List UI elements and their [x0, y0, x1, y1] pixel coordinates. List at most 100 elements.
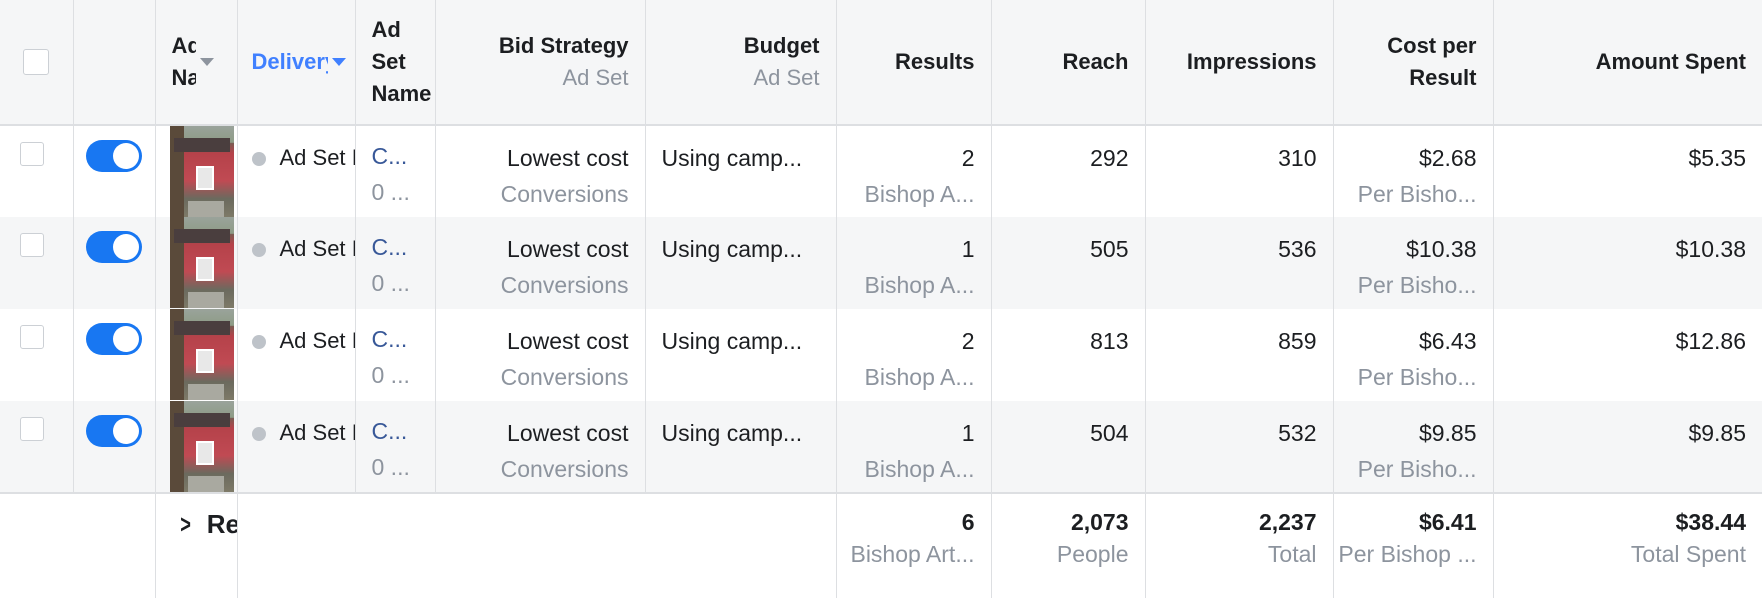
- total-cost-per-result: $6.41: [1418, 509, 1477, 535]
- sort-caret-down-icon[interactable]: [331, 58, 346, 66]
- results-header-label: Results: [895, 49, 975, 74]
- reach-value: 292: [1090, 145, 1129, 171]
- amount-spent-value: $5.35: [1688, 145, 1746, 171]
- ad-thumbnail-image[interactable]: [169, 126, 234, 217]
- delivery-status: Ad Set Inactive: [279, 328, 355, 353]
- expand-results-toggle[interactable]: > Results: [156, 495, 236, 540]
- cost-per-result-header-label: Cost per Result: [1387, 33, 1477, 90]
- ad-set-name-link[interactable]: C...: [371, 234, 408, 260]
- ad-name-header-label: Ad Name: [171, 33, 196, 90]
- ad-set-name-link[interactable]: C...: [371, 326, 408, 352]
- budget-header-sub: Ad Set: [753, 65, 820, 90]
- impressions-value: 532: [1278, 420, 1317, 446]
- total-results: 6: [961, 509, 975, 535]
- results-header[interactable]: Results: [836, 0, 992, 126]
- cost-per-result-sub: Per Bisho...: [1357, 456, 1477, 482]
- delivery-header[interactable]: Delivery: [237, 0, 356, 126]
- ad-thumbnail-image[interactable]: [169, 217, 234, 308]
- reach-value: 505: [1090, 236, 1129, 262]
- results-sub: Bishop A...: [864, 272, 975, 298]
- delivery-status: Ad Set Inactive: [279, 145, 355, 170]
- cost-per-result-sub: Per Bisho...: [1357, 272, 1477, 298]
- results-sub: Bishop A...: [864, 181, 975, 207]
- budget-value: Using camp...: [661, 145, 803, 171]
- amount-spent-value: $9.85: [1688, 420, 1746, 446]
- ad-set-name-link[interactable]: C...: [371, 418, 408, 444]
- table-row[interactable]: Ad Set Inactive C... 0 ... Lowest cost Con…: [0, 401, 1762, 493]
- amount-spent-header[interactable]: Amount Spent: [1493, 0, 1762, 126]
- cost-per-result-sub: Per Bisho...: [1357, 181, 1477, 207]
- budget-value: Using camp...: [661, 420, 803, 446]
- cost-per-result-sub: Per Bisho...: [1357, 364, 1477, 390]
- reach-value: 813: [1090, 328, 1129, 354]
- delivery-status: Ad Set Inactive: [279, 420, 355, 445]
- select-all-checkbox[interactable]: [23, 49, 50, 75]
- row-checkbox[interactable]: [20, 417, 44, 441]
- bid-strategy-value: Lowest cost: [507, 328, 629, 354]
- table-row[interactable]: Ad Set Inactive C... 0 ... Lowest cost Con…: [0, 217, 1762, 309]
- total-reach: 2,073: [1070, 509, 1129, 535]
- reach-header[interactable]: Reach: [991, 0, 1146, 126]
- budget-header[interactable]: Budget Ad Set: [645, 0, 837, 126]
- bid-strategy-sub: Conversions: [500, 456, 629, 482]
- impressions-header-label: Impressions: [1186, 49, 1317, 74]
- status-dot-icon: [251, 243, 266, 258]
- sort-caret-down-icon[interactable]: [199, 58, 214, 66]
- ad-thumbnail-image[interactable]: [169, 401, 234, 492]
- results-value: 2: [961, 328, 975, 354]
- ad-name-header[interactable]: Ad Name: [155, 0, 238, 126]
- ad-set-name-header[interactable]: Ad Set Name: [355, 0, 436, 126]
- bid-strategy-value: Lowest cost: [507, 236, 629, 262]
- budget-header-label: Budget: [743, 33, 820, 58]
- ad-set-name-header-label: Ad Set Name: [371, 17, 432, 106]
- ad-set-meta: 0 ...: [371, 179, 410, 205]
- row-checkbox[interactable]: [20, 325, 44, 349]
- results-value: 1: [961, 420, 975, 446]
- amount-spent-value: $10.38: [1675, 236, 1746, 262]
- total-results-sub: Bishop Art...: [850, 541, 975, 567]
- results-sub: Bishop A...: [864, 456, 975, 482]
- impressions-value: 859: [1278, 328, 1317, 354]
- header-row: Ad Name Delivery Ad Set Name Bid Strateg…: [0, 0, 1762, 126]
- totals-label: Results: [206, 509, 236, 539]
- impressions-value: 536: [1278, 236, 1317, 262]
- row-checkbox[interactable]: [20, 233, 44, 257]
- toggle-on-icon[interactable]: [85, 140, 142, 172]
- status-dot-icon: [251, 427, 266, 442]
- cost-per-result-value: $6.43: [1418, 328, 1477, 354]
- table-row[interactable]: Ad Set Inactive C... 0 ... Lowest cost Con…: [0, 309, 1762, 401]
- delivery-header-label: Delivery: [251, 49, 328, 74]
- results-value: 1: [961, 236, 975, 262]
- bid-strategy-header[interactable]: Bid Strategy Ad Set: [435, 0, 646, 126]
- bid-strategy-header-label: Bid Strategy: [498, 33, 629, 58]
- budget-value: Using camp...: [661, 236, 803, 262]
- cost-per-result-header[interactable]: Cost per Result: [1333, 0, 1494, 126]
- reach-header-label: Reach: [1062, 49, 1129, 74]
- ad-set-meta: 0 ...: [371, 270, 410, 296]
- total-reach-sub: People: [1056, 541, 1129, 567]
- table-row[interactable]: Ad Set Inactive C... 0 ... Lowest cost Con…: [0, 125, 1762, 217]
- budget-value: Using camp...: [661, 328, 803, 354]
- impressions-value: 310: [1278, 145, 1317, 171]
- total-amount-spent: $38.44: [1675, 509, 1746, 535]
- bid-strategy-header-sub: Ad Set: [562, 65, 629, 90]
- ad-thumbnail-image[interactable]: [169, 309, 234, 400]
- total-impressions: 2,237: [1258, 509, 1317, 535]
- bid-strategy-sub: Conversions: [500, 364, 629, 390]
- total-amount-spent-sub: Total Spent: [1630, 541, 1746, 567]
- amount-spent-value: $12.86: [1675, 328, 1746, 354]
- toggle-on-icon[interactable]: [85, 323, 142, 355]
- delivery-status: Ad Set Inactive: [279, 236, 355, 261]
- row-checkbox[interactable]: [20, 142, 44, 166]
- results-sub: Bishop A...: [864, 364, 975, 390]
- toggle-on-icon[interactable]: [85, 415, 142, 447]
- ad-set-meta: 0 ...: [371, 362, 410, 388]
- ad-set-name-link[interactable]: C...: [371, 143, 408, 169]
- status-dot-icon: [251, 152, 266, 167]
- bid-strategy-value: Lowest cost: [507, 420, 629, 446]
- ad-set-meta: 0 ...: [371, 454, 410, 480]
- impressions-header[interactable]: Impressions: [1145, 0, 1334, 126]
- toggle-on-icon[interactable]: [85, 231, 142, 263]
- amount-spent-header-label: Amount Spent: [1595, 49, 1746, 74]
